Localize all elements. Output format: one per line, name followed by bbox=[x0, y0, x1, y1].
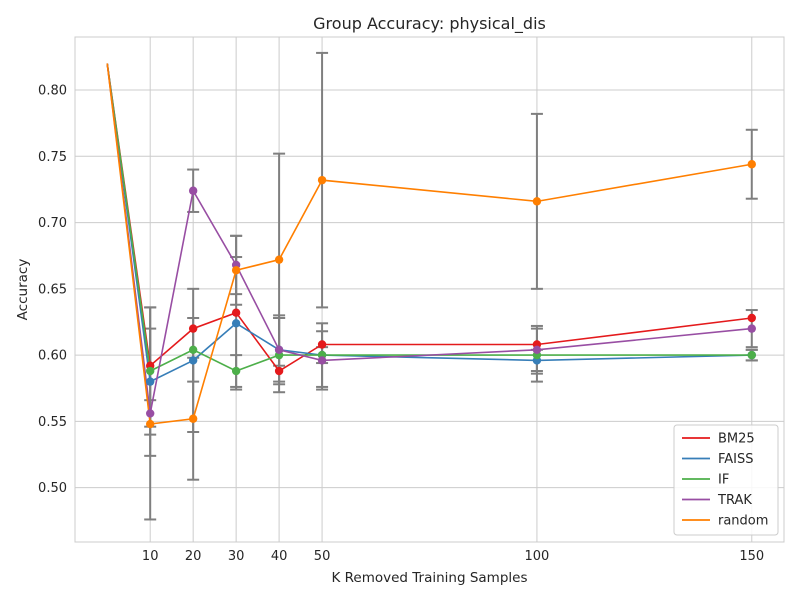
y-tick-labels: 0.50 0.55 0.60 0.65 0.70 0.75 0.80 bbox=[38, 84, 67, 497]
series-markers bbox=[145, 160, 756, 429]
point-random bbox=[317, 175, 327, 185]
legend-label-TRAK: TRAK bbox=[717, 493, 752, 508]
point-TRAK bbox=[532, 345, 542, 355]
y-tick-label: 0.50 bbox=[38, 481, 67, 496]
point-IF bbox=[747, 350, 756, 360]
point-TRAK bbox=[317, 356, 327, 365]
y-tick-label: 0.70 bbox=[38, 216, 67, 231]
y-tick-label: 0.60 bbox=[38, 349, 67, 364]
x-tick-label: 100 bbox=[525, 549, 550, 564]
point-BM25 bbox=[747, 313, 756, 323]
line-TRAK bbox=[106, 63, 752, 414]
chart-title: Group Accuracy: physical_dis bbox=[313, 14, 546, 34]
legend: BM25 FAISS IF TRAK random bbox=[673, 424, 779, 536]
x-tick-label: 50 bbox=[314, 549, 331, 564]
point-random bbox=[747, 160, 756, 169]
line-random bbox=[106, 63, 752, 425]
point-FAISS bbox=[231, 319, 241, 328]
point-IF bbox=[188, 345, 198, 355]
point-IF bbox=[145, 366, 155, 376]
point-TRAK bbox=[188, 186, 198, 195]
x-tick-label: 20 bbox=[185, 549, 202, 564]
y-axis-title: Accuracy bbox=[15, 259, 31, 321]
point-BM25 bbox=[188, 324, 198, 333]
x-axis-title: K Removed Training Samples bbox=[331, 570, 527, 586]
legend-label-random: random bbox=[718, 514, 768, 529]
point-random bbox=[231, 266, 241, 275]
x-tick-label: 150 bbox=[739, 549, 764, 564]
legend-label-FAISS: FAISS bbox=[718, 452, 754, 467]
legend-label-IF: IF bbox=[718, 473, 729, 488]
legend-label-BM25: BM25 bbox=[718, 432, 755, 447]
x-tick-label: 30 bbox=[228, 549, 245, 564]
x-tick-labels: 10 20 30 40 50 100 150 bbox=[142, 549, 764, 564]
point-TRAK bbox=[747, 324, 756, 333]
point-BM25 bbox=[317, 340, 327, 349]
series-lines bbox=[106, 63, 752, 425]
point-BM25 bbox=[231, 308, 241, 317]
point-random bbox=[532, 197, 542, 206]
point-FAISS bbox=[188, 356, 198, 365]
y-tick-label: 0.80 bbox=[38, 84, 67, 99]
x-tick-label: 10 bbox=[142, 549, 159, 564]
point-TRAK bbox=[145, 409, 155, 418]
line-BM25 bbox=[106, 63, 752, 373]
point-random bbox=[145, 419, 155, 429]
point-BM25 bbox=[274, 366, 284, 376]
y-tick-label: 0.55 bbox=[38, 415, 67, 430]
y-tick-label: 0.65 bbox=[38, 282, 67, 297]
legend-box bbox=[673, 424, 779, 536]
point-IF bbox=[231, 366, 241, 376]
line-IF bbox=[106, 63, 752, 373]
y-tick-label: 0.75 bbox=[38, 150, 67, 165]
point-random bbox=[274, 255, 284, 264]
point-random bbox=[188, 414, 198, 423]
x-tick-label: 40 bbox=[271, 549, 288, 564]
point-FAISS bbox=[145, 377, 155, 386]
point-TRAK bbox=[274, 345, 284, 355]
